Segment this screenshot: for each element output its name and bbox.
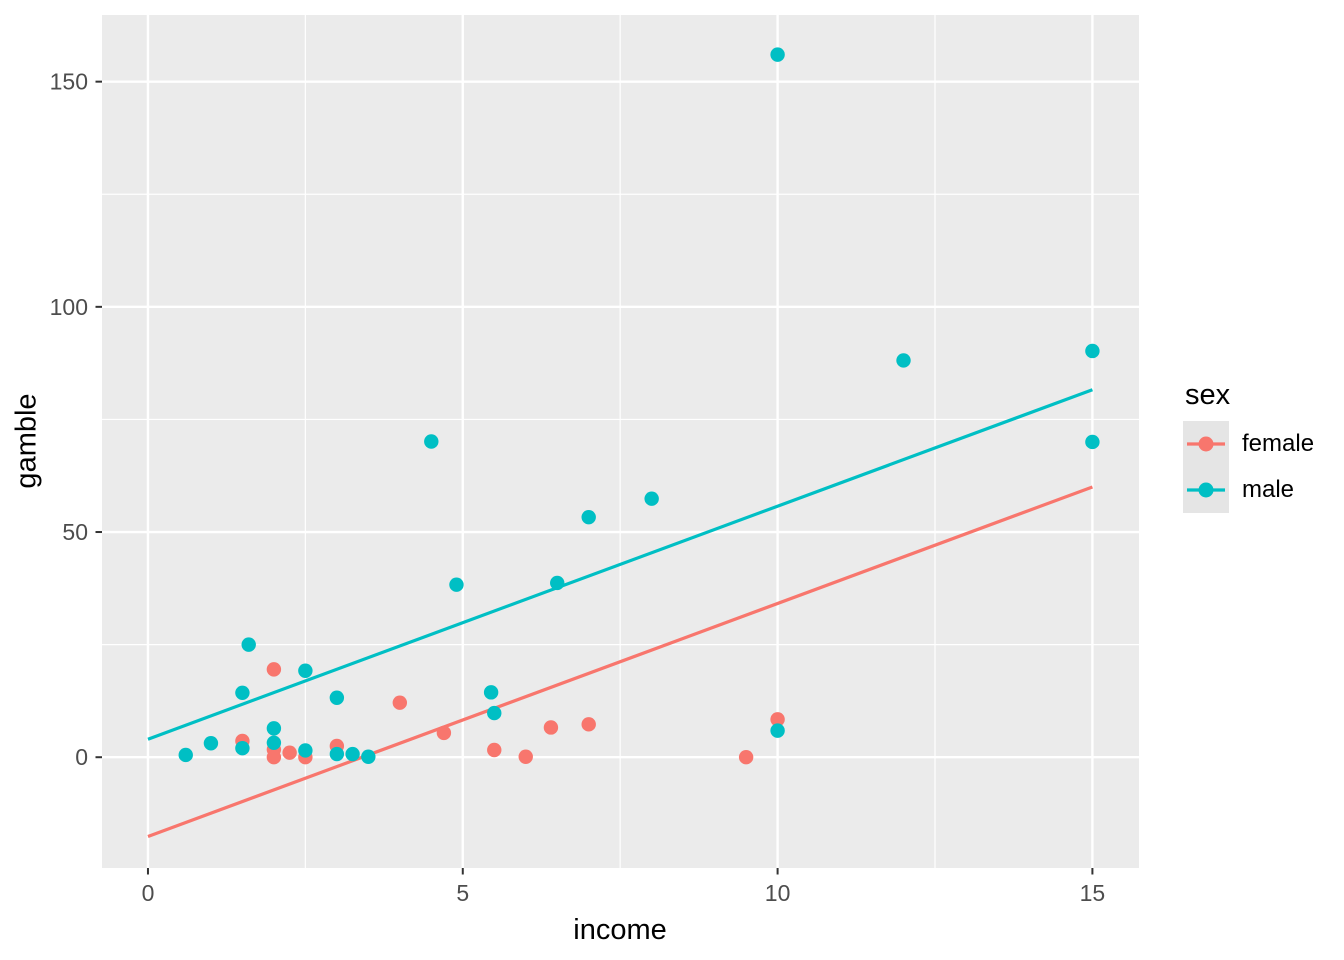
data-point-male [896,353,911,368]
data-point-male [361,749,376,764]
x-tick-label: 10 [765,880,791,906]
data-point-female [392,695,408,710]
data-point-female [543,720,559,735]
legend: sex female male [1183,381,1314,513]
data-point-male [235,741,250,756]
legend-glyph-male-icon [1187,482,1225,498]
data-point-female [581,717,596,732]
trend-line-male [147,388,1093,741]
data-point-male [644,491,659,506]
x-tick-label: 5 [456,880,469,906]
data-point-male [241,637,256,652]
data-point-male [424,434,439,449]
data-point-female [266,750,282,765]
data-point-male [329,746,345,762]
y-tick-label: 0 [75,744,88,770]
trend-line-female [147,485,1093,838]
legend-key-male [1183,467,1229,513]
legend-item-male: male [1183,467,1314,513]
data-point-male [298,663,313,678]
data-point-female [436,725,452,741]
data-point-male [483,685,499,700]
data-point-male [329,690,345,705]
y-tick-label: 100 [50,294,88,320]
data-point-male [298,743,313,758]
data-point-female [738,750,754,765]
data-point-female [770,712,785,727]
x-tick-label: 15 [1080,880,1106,906]
data-point-male [487,705,502,721]
legend-key-female [1183,421,1229,467]
x-tick-label: 0 [142,880,155,906]
data-point-male [770,723,785,738]
legend-title: sex [1185,379,1231,411]
legend-glyph-female-icon [1187,436,1225,452]
data-point-male [235,685,250,701]
data-point-male [770,47,785,62]
data-point-male [581,509,596,525]
data-point-female [518,749,533,764]
data-point-female [266,662,282,677]
data-point-male [550,575,565,591]
data-point-female [282,745,297,760]
y-tick-label: 50 [62,519,88,545]
data-point-male [266,735,282,750]
legend-label-male: male [1242,476,1295,503]
data-point-male [1085,343,1100,359]
data-point-male [203,736,219,751]
data-point-female [487,742,502,758]
x-axis-title: income [573,914,667,946]
y-tick-label: 150 [50,69,88,95]
data-point-male [266,721,282,736]
data-point-male [345,746,360,762]
data-point-male [178,747,193,763]
data-point-male [1085,434,1100,450]
y-axis-title: gamble [10,393,43,489]
legend-item-female: female [1183,421,1314,467]
data-point-male [449,577,464,592]
legend-label-female: female [1242,430,1315,457]
